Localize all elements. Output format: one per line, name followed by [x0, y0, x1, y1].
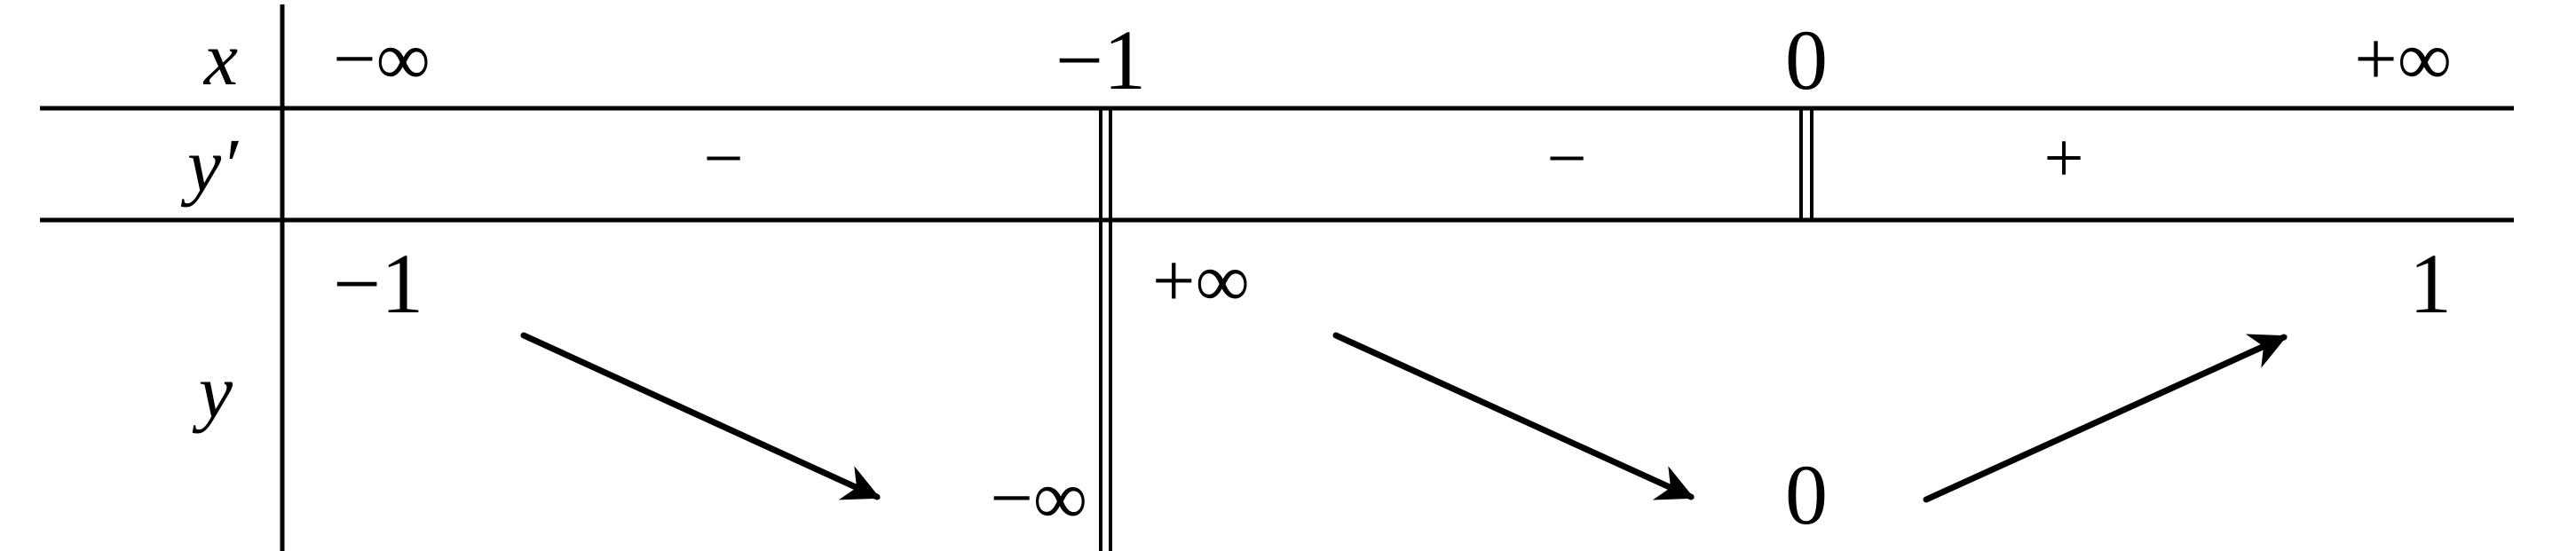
x-value-neg1: −1 — [1055, 12, 1146, 107]
x-value-pos-infinity: +∞ — [2354, 16, 2452, 101]
y-value-end: 1 — [2409, 236, 2452, 331]
sign-interval-1: − — [703, 120, 743, 198]
x-value-zero: 0 — [1785, 12, 1828, 107]
arrow-decreasing-1 — [520, 332, 881, 500]
row-label-y: y — [192, 349, 233, 434]
y-value-start: −1 — [333, 236, 423, 331]
y-value-at-zero: 0 — [1785, 447, 1828, 542]
y-value-left-of-neg1: −∞ — [990, 455, 1087, 540]
row-label-x: x — [202, 16, 238, 101]
x-value-neg-infinity: −∞ — [333, 16, 431, 101]
row-label-y-prime: y′ — [180, 122, 239, 208]
y-value-right-of-neg1: +∞ — [1152, 238, 1250, 323]
arrow-increasing — [1923, 334, 2288, 503]
sign-interval-3: + — [2043, 120, 2083, 198]
arrow-decreasing-2 — [1332, 332, 1695, 500]
sign-interval-2: − — [1546, 120, 1586, 198]
